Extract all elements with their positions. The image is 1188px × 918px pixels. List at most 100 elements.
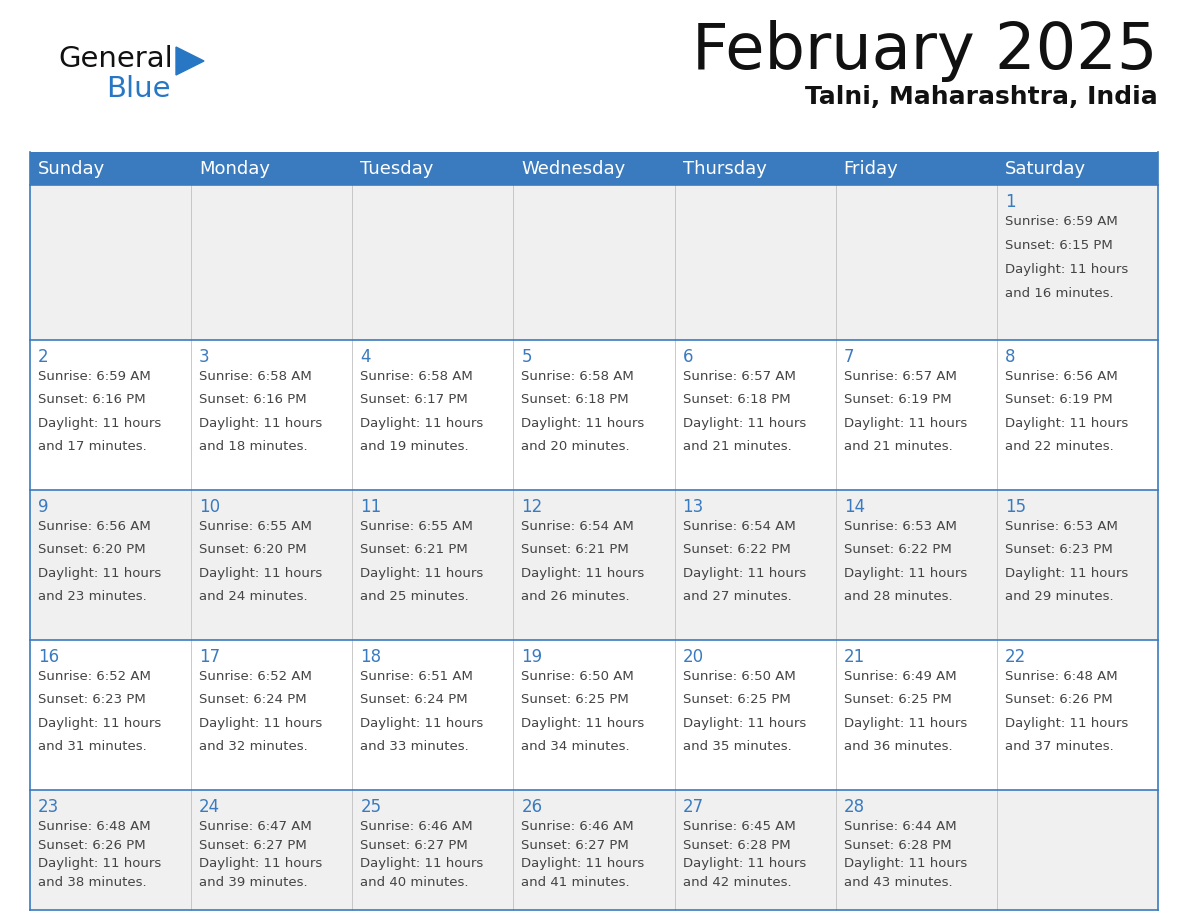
Text: Sunset: 6:22 PM: Sunset: 6:22 PM [683, 543, 790, 556]
Text: Sunset: 6:26 PM: Sunset: 6:26 PM [38, 839, 146, 852]
Text: Daylight: 11 hours: Daylight: 11 hours [38, 857, 162, 870]
Text: and 17 minutes.: and 17 minutes. [38, 440, 147, 453]
Text: Daylight: 11 hours: Daylight: 11 hours [38, 717, 162, 730]
Text: Sunrise: 6:59 AM: Sunrise: 6:59 AM [1005, 215, 1118, 228]
Text: 17: 17 [200, 648, 220, 666]
Text: 28: 28 [843, 798, 865, 816]
Text: and 27 minutes.: and 27 minutes. [683, 589, 791, 603]
Text: Daylight: 11 hours: Daylight: 11 hours [360, 857, 484, 870]
Text: Sunrise: 6:57 AM: Sunrise: 6:57 AM [683, 370, 796, 383]
Text: Sunrise: 6:55 AM: Sunrise: 6:55 AM [200, 520, 312, 533]
Text: Sunrise: 6:47 AM: Sunrise: 6:47 AM [200, 820, 312, 833]
Text: 19: 19 [522, 648, 543, 666]
Text: and 35 minutes.: and 35 minutes. [683, 740, 791, 753]
Text: General: General [58, 45, 172, 73]
Text: Sunrise: 6:50 AM: Sunrise: 6:50 AM [522, 670, 634, 683]
Text: Sunrise: 6:50 AM: Sunrise: 6:50 AM [683, 670, 795, 683]
Text: Daylight: 11 hours: Daylight: 11 hours [843, 566, 967, 579]
Text: and 21 minutes.: and 21 minutes. [683, 440, 791, 453]
Text: Daylight: 11 hours: Daylight: 11 hours [522, 857, 645, 870]
Text: Sunrise: 6:52 AM: Sunrise: 6:52 AM [38, 670, 151, 683]
Text: 4: 4 [360, 348, 371, 366]
Text: Sunrise: 6:56 AM: Sunrise: 6:56 AM [1005, 370, 1118, 383]
Text: and 39 minutes.: and 39 minutes. [200, 876, 308, 889]
Text: Sunrise: 6:49 AM: Sunrise: 6:49 AM [843, 670, 956, 683]
Text: Sunrise: 6:57 AM: Sunrise: 6:57 AM [843, 370, 956, 383]
Text: Sunrise: 6:48 AM: Sunrise: 6:48 AM [1005, 670, 1118, 683]
Text: Daylight: 11 hours: Daylight: 11 hours [683, 717, 805, 730]
Text: Daylight: 11 hours: Daylight: 11 hours [683, 857, 805, 870]
Text: Blue: Blue [106, 75, 171, 103]
Text: 11: 11 [360, 498, 381, 516]
Text: and 20 minutes.: and 20 minutes. [522, 440, 630, 453]
Text: and 28 minutes.: and 28 minutes. [843, 589, 953, 603]
Text: Sunrise: 6:46 AM: Sunrise: 6:46 AM [522, 820, 634, 833]
Text: Sunset: 6:23 PM: Sunset: 6:23 PM [1005, 543, 1113, 556]
Bar [30, 340, 1158, 490]
Bar [30, 490, 1158, 640]
Text: Sunset: 6:23 PM: Sunset: 6:23 PM [38, 693, 146, 706]
Text: Daylight: 11 hours: Daylight: 11 hours [843, 417, 967, 430]
Text: Sunrise: 6:54 AM: Sunrise: 6:54 AM [683, 520, 795, 533]
Text: and 41 minutes.: and 41 minutes. [522, 876, 630, 889]
Text: and 26 minutes.: and 26 minutes. [522, 589, 630, 603]
Text: and 34 minutes.: and 34 minutes. [522, 740, 630, 753]
Text: Daylight: 11 hours: Daylight: 11 hours [38, 566, 162, 579]
Text: and 36 minutes.: and 36 minutes. [843, 740, 953, 753]
Text: Daylight: 11 hours: Daylight: 11 hours [200, 857, 322, 870]
Text: Sunrise: 6:45 AM: Sunrise: 6:45 AM [683, 820, 795, 833]
Text: Sunset: 6:27 PM: Sunset: 6:27 PM [522, 839, 630, 852]
Text: Sunrise: 6:59 AM: Sunrise: 6:59 AM [38, 370, 151, 383]
Text: 14: 14 [843, 498, 865, 516]
Text: 9: 9 [38, 498, 49, 516]
Text: Sunset: 6:18 PM: Sunset: 6:18 PM [683, 393, 790, 407]
Text: Daylight: 11 hours: Daylight: 11 hours [1005, 417, 1129, 430]
Text: and 23 minutes.: and 23 minutes. [38, 589, 147, 603]
Text: Sunset: 6:28 PM: Sunset: 6:28 PM [683, 839, 790, 852]
Text: and 31 minutes.: and 31 minutes. [38, 740, 147, 753]
Text: Daylight: 11 hours: Daylight: 11 hours [1005, 566, 1129, 579]
Text: Sunrise: 6:56 AM: Sunrise: 6:56 AM [38, 520, 151, 533]
Text: Sunrise: 6:44 AM: Sunrise: 6:44 AM [843, 820, 956, 833]
Text: and 40 minutes.: and 40 minutes. [360, 876, 469, 889]
Text: Daylight: 11 hours: Daylight: 11 hours [200, 566, 322, 579]
Text: 21: 21 [843, 648, 865, 666]
Text: Thursday: Thursday [683, 160, 766, 177]
Text: Sunset: 6:24 PM: Sunset: 6:24 PM [200, 693, 307, 706]
Text: 18: 18 [360, 648, 381, 666]
Text: 3: 3 [200, 348, 210, 366]
Text: Sunset: 6:24 PM: Sunset: 6:24 PM [360, 693, 468, 706]
Text: Sunrise: 6:48 AM: Sunrise: 6:48 AM [38, 820, 151, 833]
Text: Daylight: 11 hours: Daylight: 11 hours [200, 417, 322, 430]
Text: Wednesday: Wednesday [522, 160, 626, 177]
Bar [30, 640, 1158, 790]
Text: Tuesday: Tuesday [360, 160, 434, 177]
Text: 6: 6 [683, 348, 693, 366]
Text: and 25 minutes.: and 25 minutes. [360, 589, 469, 603]
Text: Daylight: 11 hours: Daylight: 11 hours [360, 717, 484, 730]
Text: Sunset: 6:21 PM: Sunset: 6:21 PM [522, 543, 630, 556]
Text: Daylight: 11 hours: Daylight: 11 hours [683, 417, 805, 430]
Text: Sunset: 6:21 PM: Sunset: 6:21 PM [360, 543, 468, 556]
Text: 16: 16 [38, 648, 59, 666]
Text: and 22 minutes.: and 22 minutes. [1005, 440, 1113, 453]
Text: 27: 27 [683, 798, 703, 816]
Text: Sunrise: 6:58 AM: Sunrise: 6:58 AM [360, 370, 473, 383]
Text: Sunset: 6:19 PM: Sunset: 6:19 PM [843, 393, 952, 407]
Text: Sunrise: 6:55 AM: Sunrise: 6:55 AM [360, 520, 473, 533]
Text: Sunset: 6:16 PM: Sunset: 6:16 PM [38, 393, 146, 407]
Text: 10: 10 [200, 498, 220, 516]
Text: and 19 minutes.: and 19 minutes. [360, 440, 469, 453]
Text: 23: 23 [38, 798, 59, 816]
Text: Daylight: 11 hours: Daylight: 11 hours [360, 417, 484, 430]
Text: and 29 minutes.: and 29 minutes. [1005, 589, 1113, 603]
Text: Sunrise: 6:53 AM: Sunrise: 6:53 AM [1005, 520, 1118, 533]
Text: Sunset: 6:20 PM: Sunset: 6:20 PM [38, 543, 146, 556]
Text: Sunset: 6:25 PM: Sunset: 6:25 PM [843, 693, 952, 706]
Text: 7: 7 [843, 348, 854, 366]
Text: Daylight: 11 hours: Daylight: 11 hours [843, 857, 967, 870]
Text: and 33 minutes.: and 33 minutes. [360, 740, 469, 753]
Text: and 37 minutes.: and 37 minutes. [1005, 740, 1113, 753]
Text: Sunset: 6:18 PM: Sunset: 6:18 PM [522, 393, 630, 407]
Text: Daylight: 11 hours: Daylight: 11 hours [522, 417, 645, 430]
